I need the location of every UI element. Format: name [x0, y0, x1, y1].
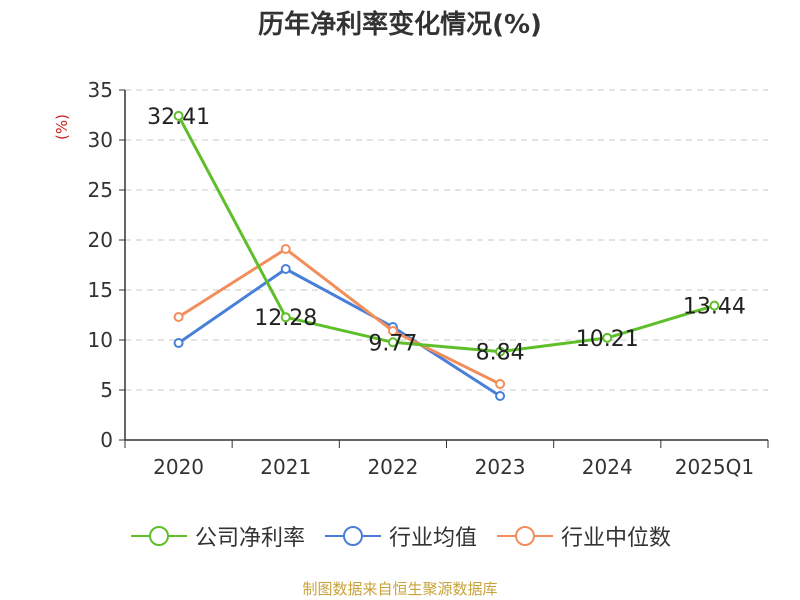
y-tick-label: 10: [88, 328, 113, 352]
data-label: 12.28: [254, 306, 317, 331]
data-point-0: [173, 110, 184, 121]
y-tick-label: 0: [100, 428, 113, 452]
y-tick-label: 20: [88, 228, 113, 252]
data-point-0: [280, 312, 291, 323]
data-point-2: [387, 326, 398, 336]
data-label: 32.41: [147, 105, 210, 130]
x-tick-label: 2021: [260, 455, 311, 479]
y-tick-label: 5: [100, 378, 113, 402]
legend-item-company[interactable]: 公司净利率: [129, 520, 305, 552]
legend: 公司净利率 行业均值 行业中位数: [0, 520, 800, 552]
data-point-2: [173, 312, 184, 322]
data-point-1: [173, 338, 184, 348]
x-tick-label: 2022: [367, 455, 418, 479]
data-point-1: [280, 264, 291, 274]
legend-swatch-company: [130, 526, 187, 546]
legend-label-industry-median: 行业中位数: [561, 526, 672, 551]
y-tick-label: 15: [88, 278, 113, 302]
legend-label-company: 公司净利率: [194, 526, 305, 551]
data-point-0: [602, 332, 613, 343]
legend-swatch-industry-median: [497, 526, 553, 546]
y-tick-label: 30: [88, 128, 113, 152]
y-tick-label: 25: [88, 178, 113, 202]
data-point-0: [709, 300, 720, 311]
data-label: 10.21: [576, 327, 639, 352]
data-label: 9.77: [368, 331, 417, 356]
data-label: 13.44: [683, 295, 746, 320]
data-point-2: [495, 379, 506, 389]
x-tick-label: 2023: [475, 455, 526, 479]
legend-item-industry-avg[interactable]: 行业均值: [323, 520, 477, 552]
data-point-0: [387, 337, 398, 348]
y-tick-label: 35: [88, 78, 113, 102]
data-point-2: [280, 244, 291, 254]
legend-swatch-industry-avg: [324, 526, 381, 546]
x-tick-label: 2020: [153, 455, 204, 479]
data-label: 8.84: [476, 341, 525, 366]
source-note: 制图数据来自恒生聚源数据库: [302, 580, 498, 598]
x-tick-label: 2024: [582, 455, 633, 479]
legend-item-industry-median[interactable]: 行业中位数: [495, 520, 671, 552]
x-tick-label: 2025Q1: [675, 455, 754, 479]
series-line-2: [177, 247, 501, 386]
data-point-0: [495, 346, 506, 357]
series-line-1: [177, 267, 501, 398]
data-point-1: [495, 391, 506, 401]
legend-label-industry-avg: 行业均值: [388, 526, 477, 551]
chart-title: 历年净利率变化情况(%): [258, 10, 542, 40]
series-line-0: [177, 115, 715, 354]
